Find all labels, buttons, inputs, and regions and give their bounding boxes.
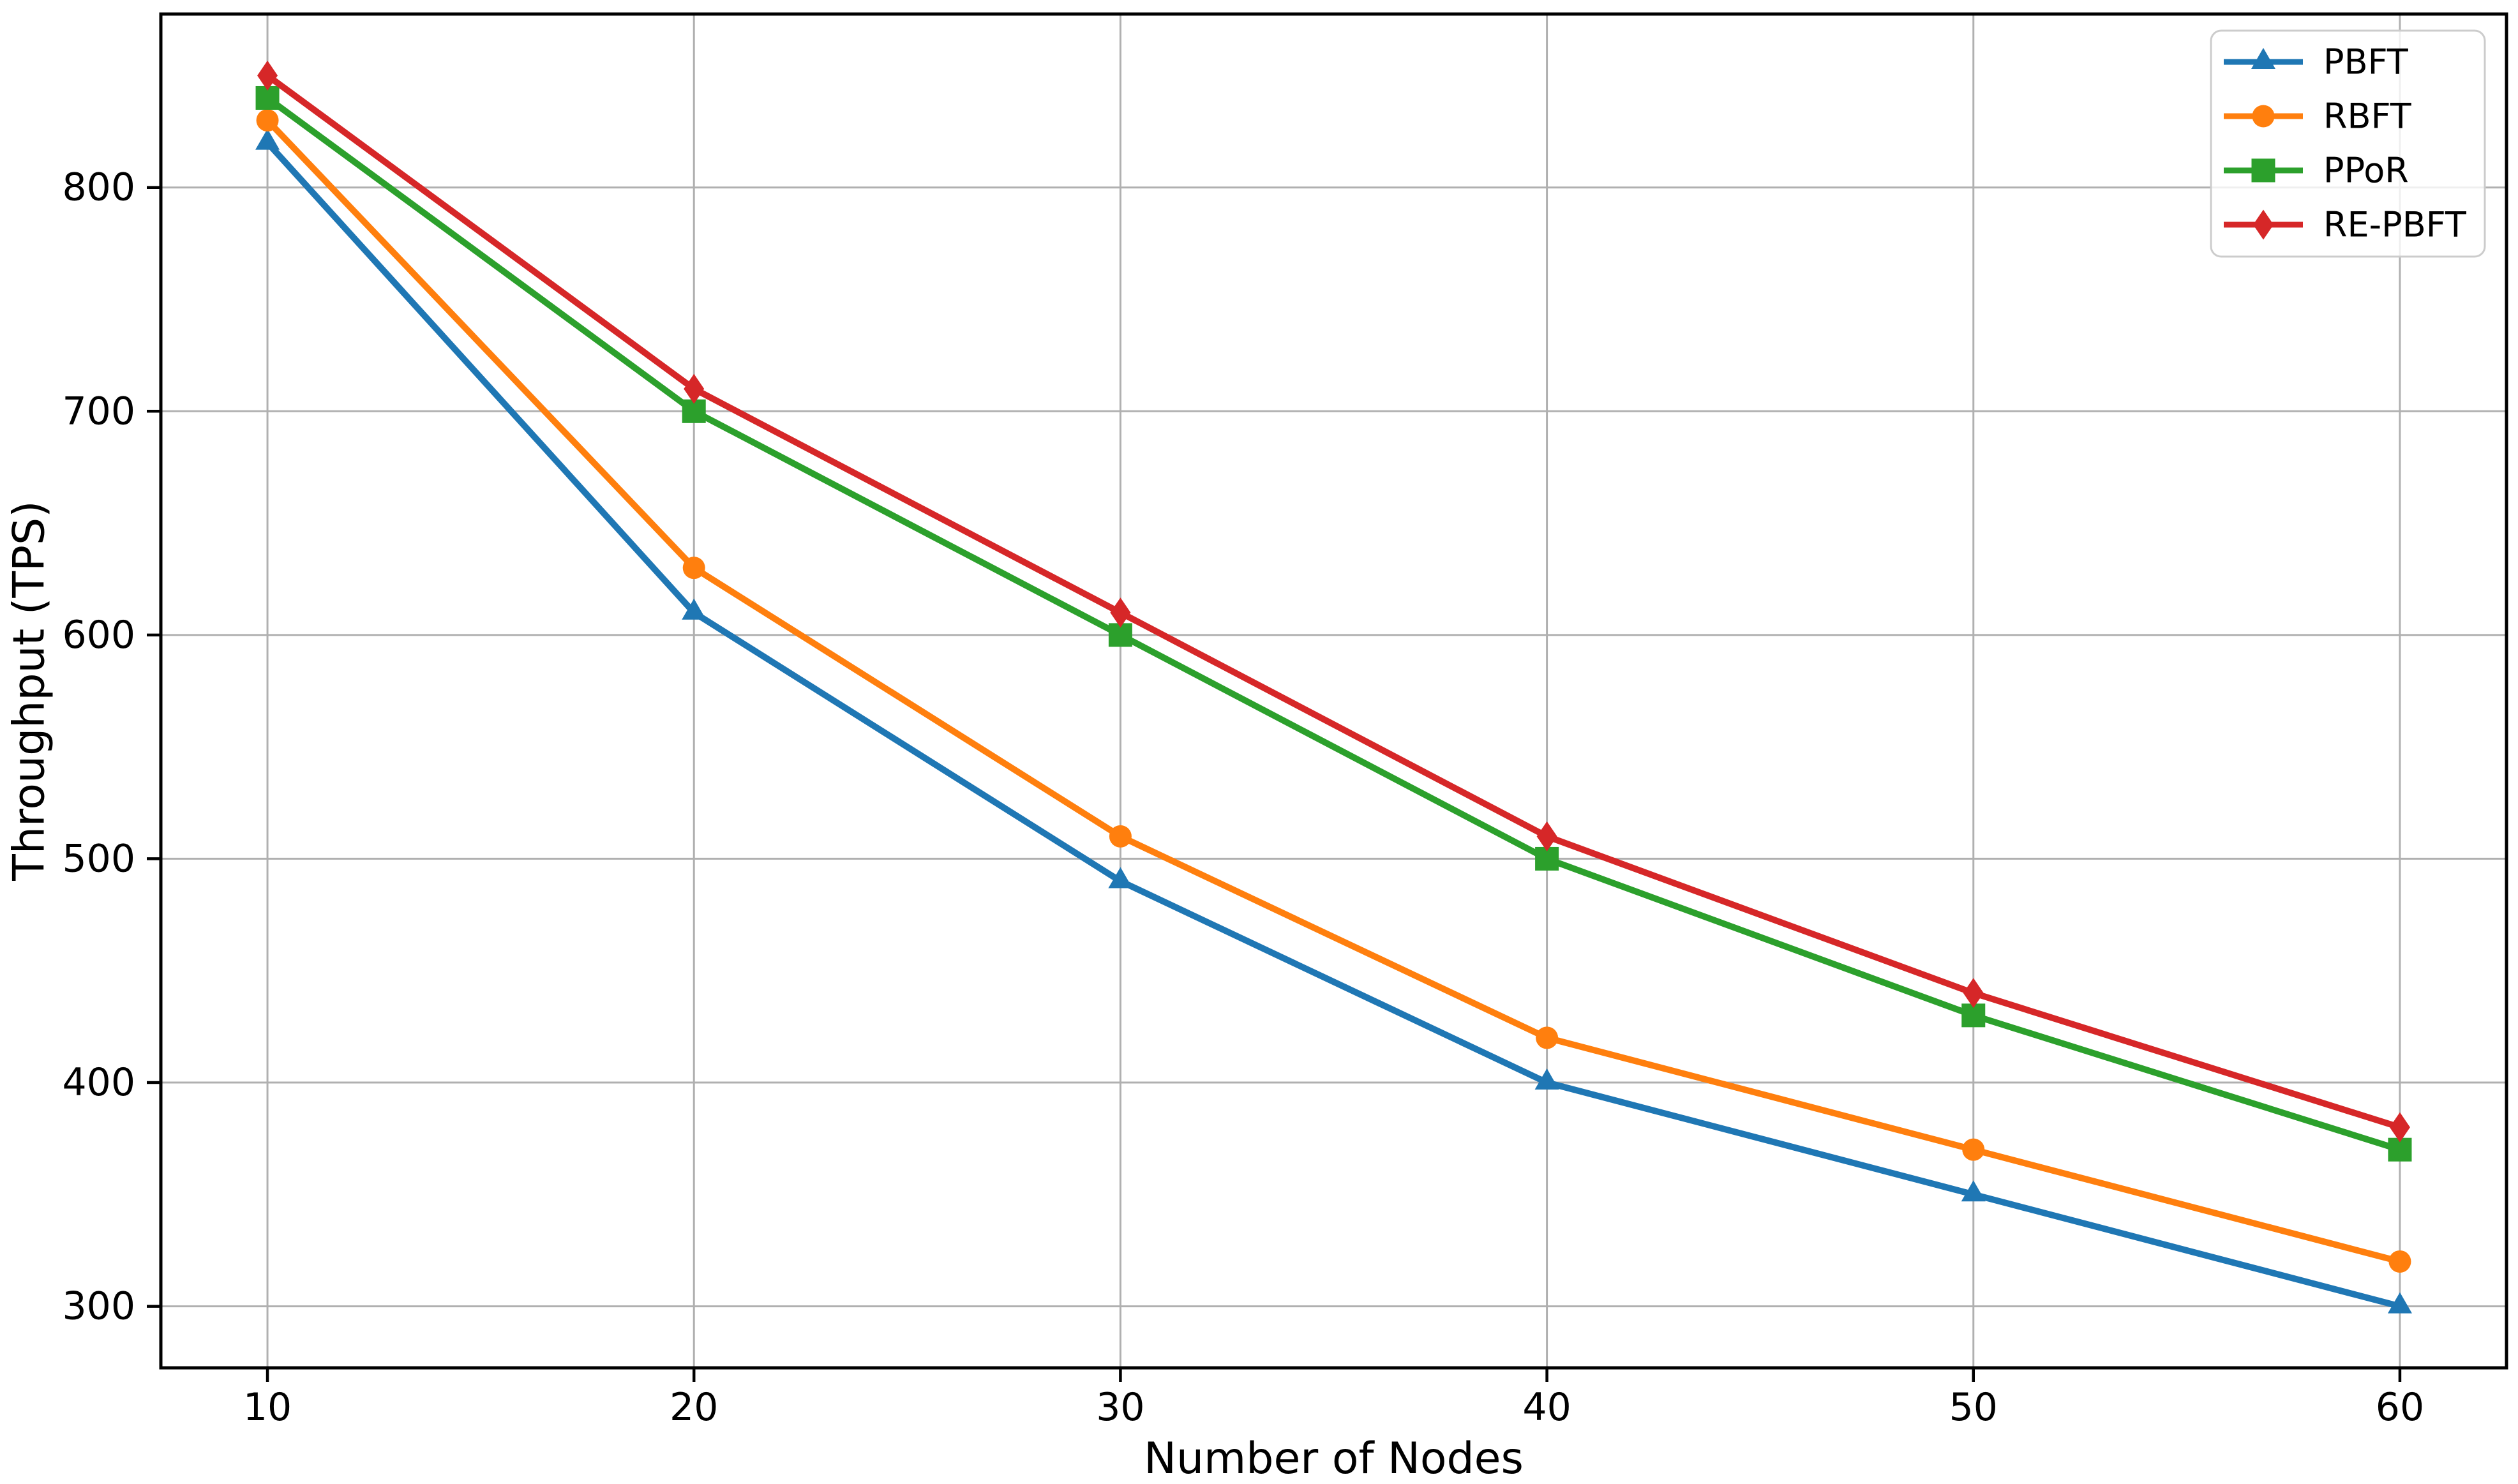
y-tick-label-600: 600 <box>62 613 135 657</box>
data-point-PBFT-x40 <box>1534 1068 1559 1090</box>
series-line-PPoR <box>264 94 2403 1153</box>
x-tick-label-50: 50 <box>1949 1385 1998 1430</box>
legend-item-label-PBFT: PBFT <box>2323 42 2409 82</box>
x-tick-label-10: 10 <box>243 1385 292 1430</box>
series-line-RE-PBFT <box>264 72 2403 1131</box>
legend-marker-PPoR <box>2251 158 2275 183</box>
data-point-RBFT-x30 <box>1109 825 1132 848</box>
x-tick-label-20: 20 <box>670 1385 718 1430</box>
data-point-RE-PBFT-x20 <box>684 373 705 404</box>
y-tick-label-300: 300 <box>62 1284 135 1329</box>
y-tick-label-400: 400 <box>62 1060 135 1105</box>
data-point-RBFT-x20 <box>682 557 705 580</box>
legend-marker-RBFT <box>2252 105 2275 128</box>
y-axis-title: Throughput (TPS) <box>4 500 55 881</box>
y-tick-label-800: 800 <box>62 165 135 210</box>
data-point-RE-PBFT-x50 <box>1963 978 1984 1008</box>
data-point-RBFT-x40 <box>1536 1026 1559 1049</box>
legend-item-label-RE-PBFT: RE-PBFT <box>2323 205 2467 245</box>
legend-item-label-PPoR: PPoR <box>2323 151 2409 191</box>
data-point-PBFT-x10 <box>255 128 280 150</box>
data-point-RBFT-x10 <box>256 109 279 132</box>
legend-marker-RE-PBFT <box>2253 209 2274 240</box>
x-axis-title: Number of Nodes <box>1144 1434 1524 1484</box>
y-tick-label-700: 700 <box>62 389 135 433</box>
legend-box <box>2210 29 2486 258</box>
legend-marker-PBFT <box>2251 48 2275 69</box>
legend-item-label-RBFT: RBFT <box>2323 96 2412 137</box>
series-line-RBFT <box>264 117 2403 1265</box>
data-point-RBFT-x60 <box>2388 1250 2411 1273</box>
data-point-RE-PBFT-x60 <box>2389 1112 2410 1143</box>
x-tick-label-60: 60 <box>2376 1385 2424 1430</box>
x-tick-label-40: 40 <box>1522 1385 1571 1430</box>
x-tick-label-30: 30 <box>1096 1385 1144 1430</box>
data-point-PBFT-x30 <box>1108 867 1133 888</box>
data-point-RE-PBFT-x30 <box>1110 597 1131 628</box>
plot-border <box>159 12 2508 1370</box>
data-point-PBFT-x20 <box>682 598 707 620</box>
data-point-RE-PBFT-x40 <box>1536 821 1557 851</box>
data-point-RE-PBFT-x10 <box>257 60 278 91</box>
series-line-PBFT <box>264 139 2403 1310</box>
y-tick-label-500: 500 <box>62 836 135 881</box>
data-point-PBFT-x50 <box>1961 1180 1986 1202</box>
data-point-PBFT-x60 <box>2387 1292 2412 1314</box>
data-point-RBFT-x50 <box>1962 1138 1985 1161</box>
